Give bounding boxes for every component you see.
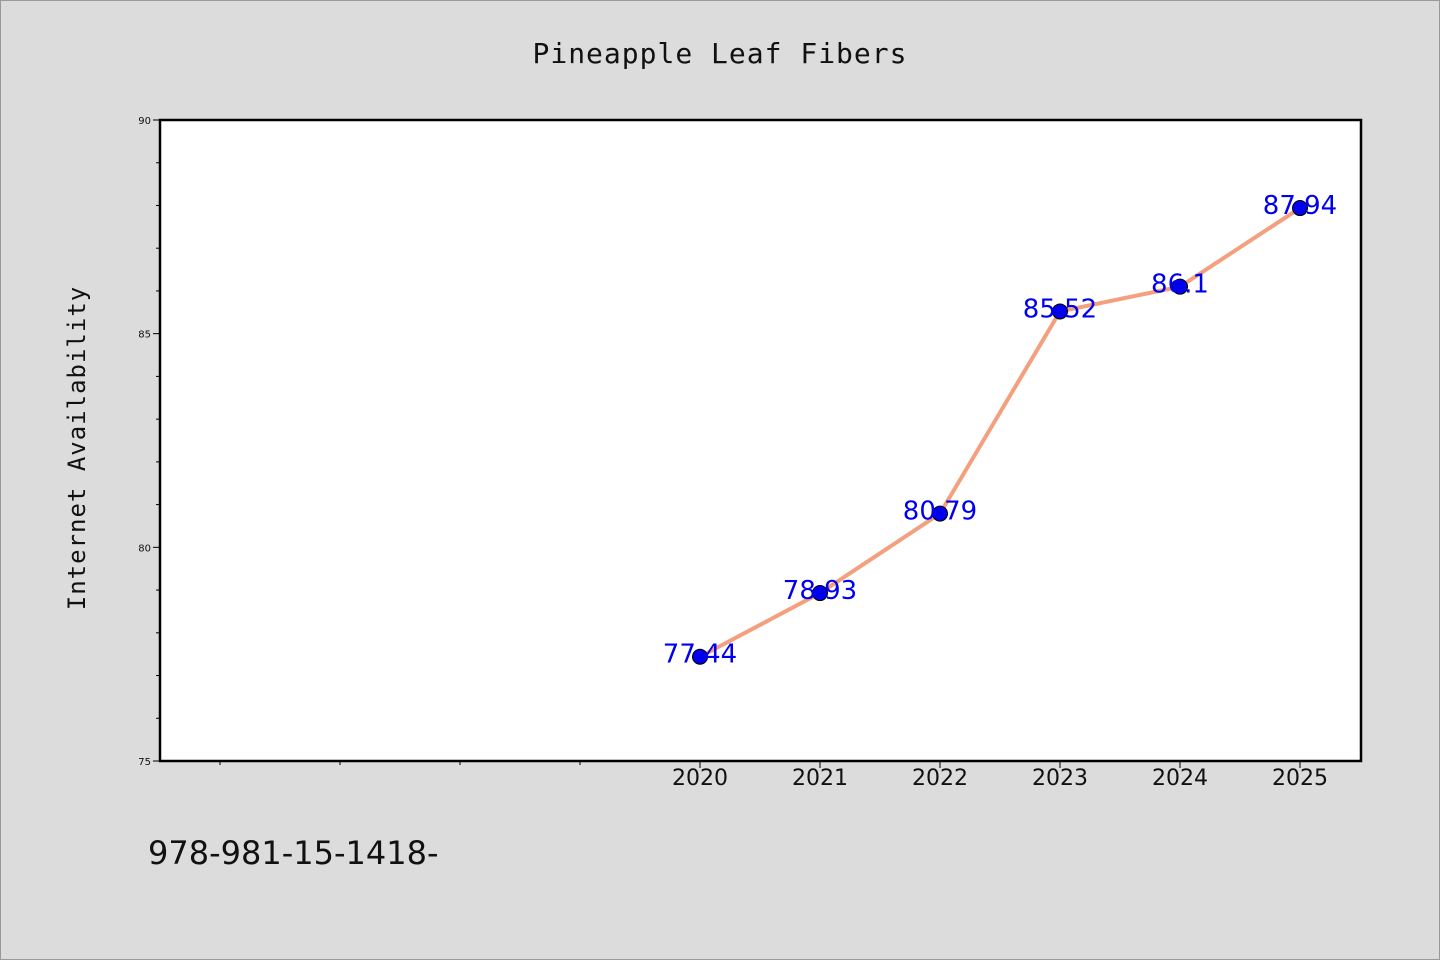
data-point	[812, 585, 828, 602]
x-tick-label: 2025	[1272, 766, 1328, 791]
y-tick-label: 90	[138, 116, 151, 127]
data-point	[1052, 303, 1068, 320]
x-tick-label: 2020	[672, 766, 728, 791]
y-tick-label: 80	[138, 543, 151, 554]
data-labels: 77.44 78.93 80.79 85.52 86.1 87.94	[663, 191, 1337, 670]
data-label: 80.79	[903, 497, 977, 527]
data-point	[1292, 200, 1308, 217]
x-tick-label: 2021	[792, 766, 848, 791]
plot-area	[158, 118, 1363, 763]
data-label: 86.1	[1151, 270, 1209, 300]
data-point	[1172, 278, 1188, 295]
x-tick-label: 2023	[1032, 766, 1088, 791]
data-label: 87.94	[1263, 191, 1337, 221]
data-point	[692, 648, 708, 665]
chart-title: Pineapple Leaf Fibers	[532, 37, 907, 70]
series-layer	[692, 200, 1308, 665]
y-axis-label: Internet Availability	[63, 286, 91, 610]
data-label: 78.93	[783, 576, 857, 606]
footnote-text: 978-981-15-1418-	[148, 834, 439, 872]
x-tick-label: 2022	[912, 766, 968, 791]
y-tick-label: 85	[138, 330, 151, 341]
axis-ticks: 75 80 85 90 2020 2021 2022 2023 2024 2025	[138, 116, 1328, 791]
data-label: 85.52	[1023, 294, 1097, 324]
data-label: 77.44	[663, 640, 737, 670]
series-line	[698, 206, 1302, 659]
y-tick-label: 75	[138, 757, 151, 768]
data-point	[932, 505, 948, 522]
x-tick-label: 2024	[1152, 766, 1208, 791]
